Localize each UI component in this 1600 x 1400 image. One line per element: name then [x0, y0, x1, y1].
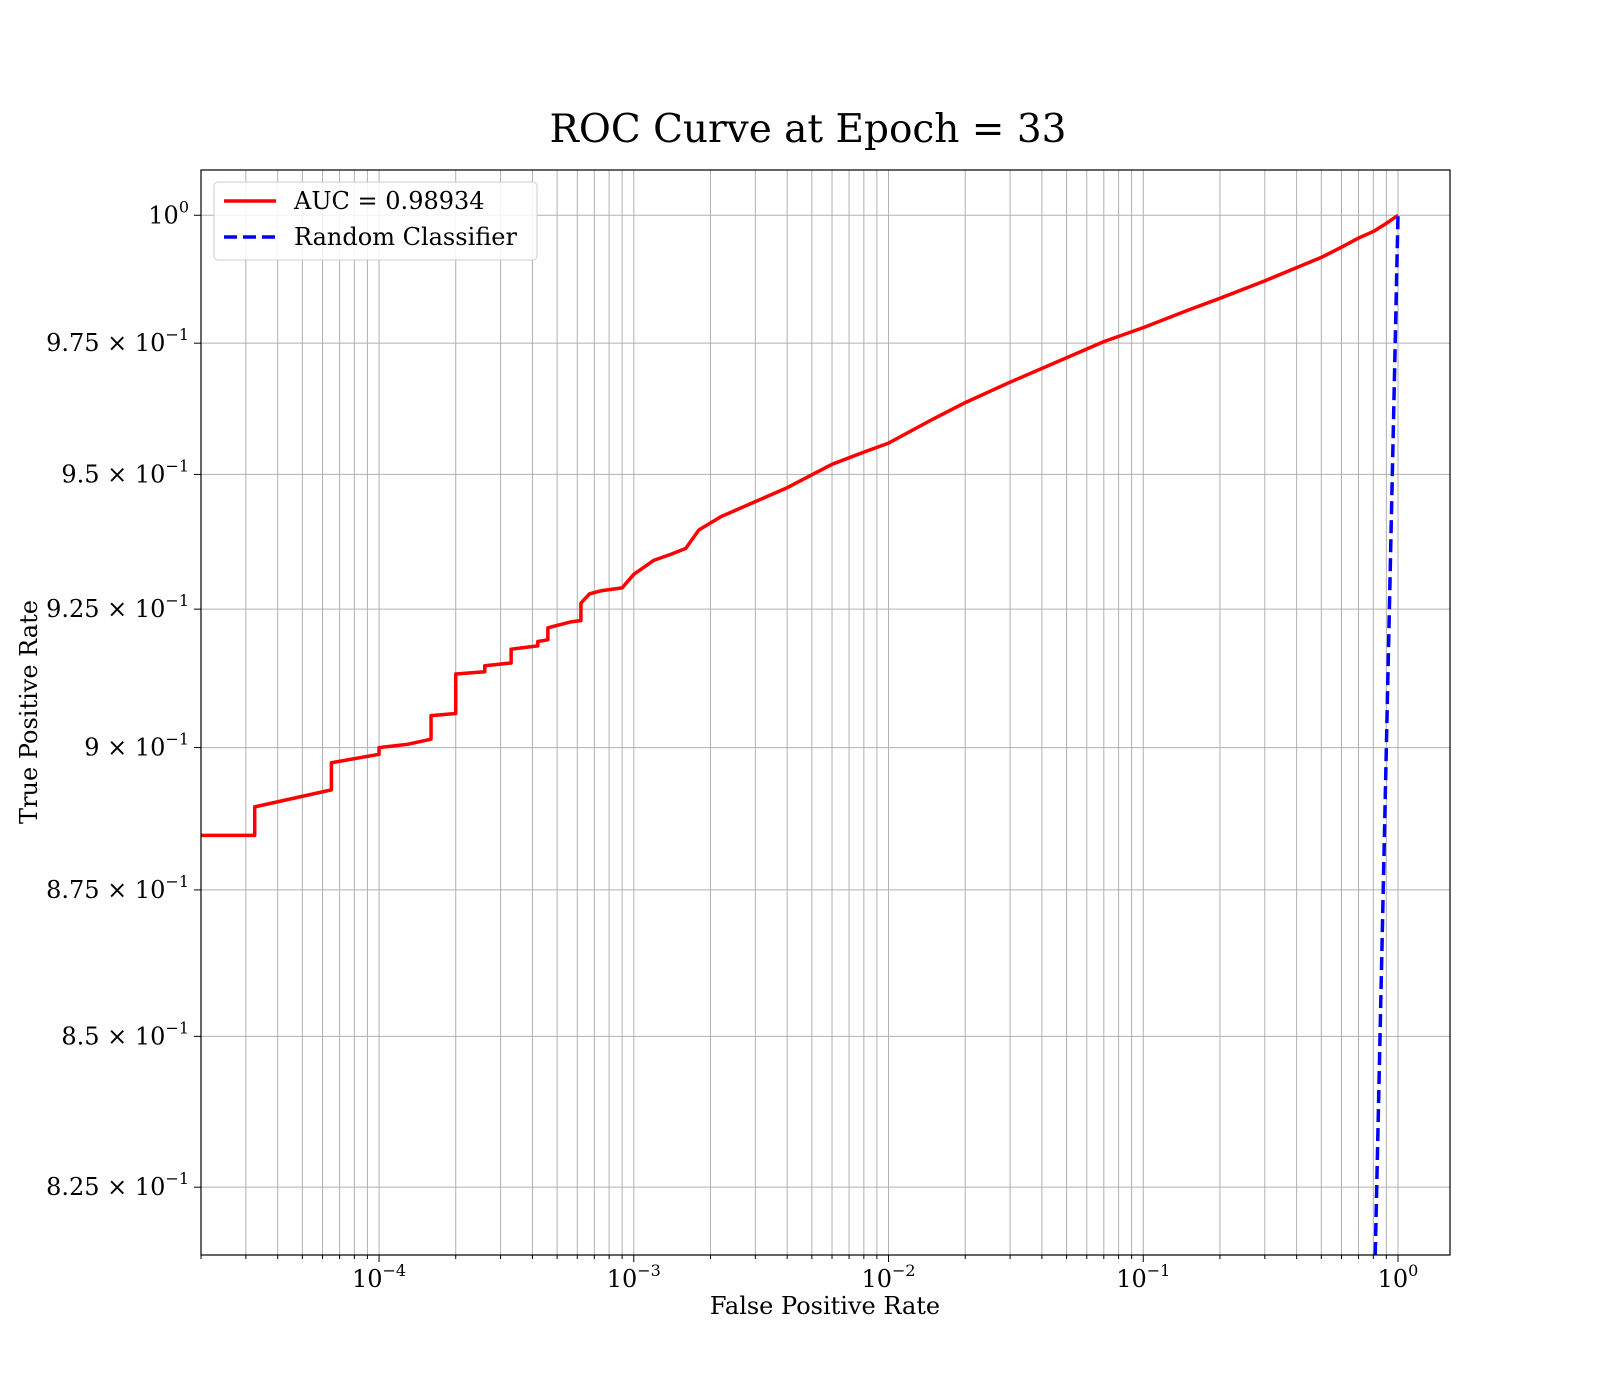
y-tick-exponent: −1 [165, 730, 189, 749]
x-tick-exponent: −3 [637, 1261, 661, 1280]
legend-label-random: Random Classifier [294, 223, 517, 251]
chart-title: ROC Curve at Epoch = 33 [550, 107, 1067, 152]
x-tick-exponent: −2 [892, 1261, 916, 1280]
y-tick-exponent: −1 [165, 456, 189, 475]
plot-area [201, 213, 1400, 1255]
x-tick-exponent: −1 [1147, 1261, 1171, 1280]
roc-curve-line [201, 213, 1399, 838]
y-tick-exponent: −1 [165, 872, 189, 891]
legend: AUC = 0.98934 Random Classifier [213, 181, 538, 261]
y-tick-label: 9.75 × 10−1 [46, 325, 189, 357]
axis-ticks: 8.25 × 10−18.5 × 10−18.75 × 10−19 × 10−1… [46, 197, 1418, 1293]
random-classifier-line [1373, 215, 1400, 1255]
x-axis-label: False Positive Rate [710, 1292, 940, 1320]
y-tick-label: 9 × 10−1 [84, 730, 189, 762]
y-tick-exponent: −1 [165, 1018, 189, 1037]
y-tick-exponent: −1 [165, 1169, 189, 1188]
x-tick-exponent: −4 [383, 1261, 407, 1280]
y-tick-exponent: 0 [179, 197, 189, 216]
y-tick-label: 9.25 × 10−1 [46, 591, 189, 623]
x-tick-exponent: 0 [1408, 1261, 1418, 1280]
y-tick-exponent: −1 [165, 325, 189, 344]
y-tick-label: 8.25 × 10−1 [46, 1169, 189, 1201]
legend-label-roc: AUC = 0.98934 [293, 187, 485, 215]
y-tick-exponent: −1 [165, 591, 189, 610]
legend-box [213, 181, 538, 261]
plot-frame [200, 169, 1451, 1256]
y-axis-label: True Positive Rate [15, 600, 43, 824]
y-tick-label: 8.75 × 10−1 [46, 872, 189, 904]
